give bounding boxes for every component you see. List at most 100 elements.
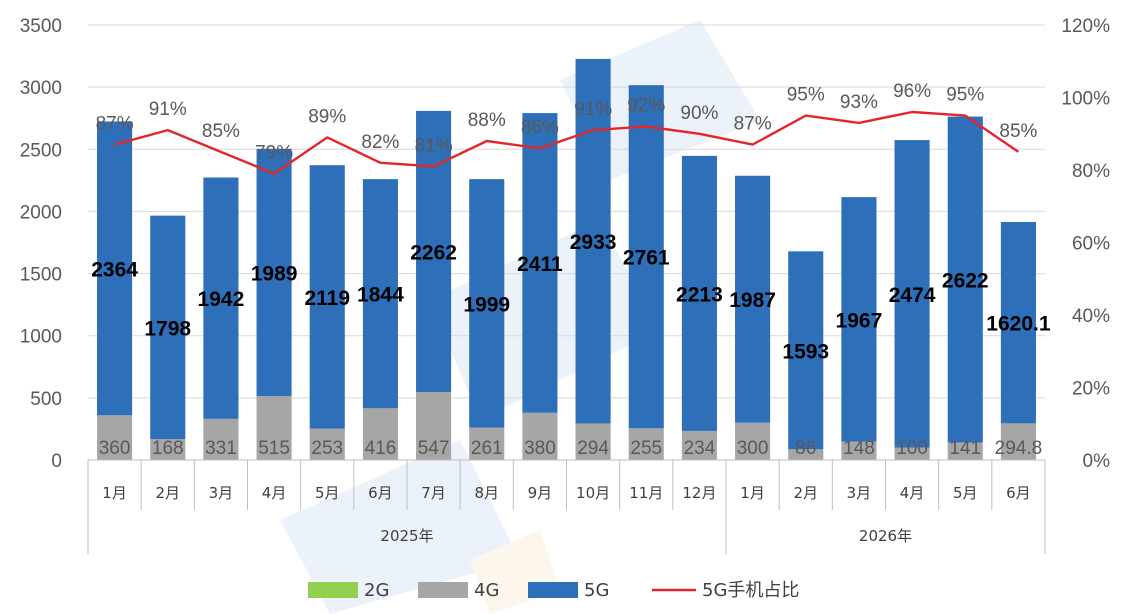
x-tick-label: 3月 — [209, 484, 234, 502]
bar-5g — [894, 140, 930, 448]
legend-swatch-2g — [308, 582, 358, 598]
data-label-4g: 141 — [949, 438, 981, 459]
data-label-pct: 79% — [255, 143, 293, 164]
data-label-4g: 547 — [418, 438, 450, 459]
x-tick-label: 11月 — [629, 484, 663, 502]
bar-4g — [203, 418, 239, 460]
x-tick-label: 3月 — [847, 484, 872, 502]
data-label-pct: 96% — [893, 81, 931, 102]
data-label-5g: 1989 — [251, 262, 298, 285]
bar-4g — [256, 395, 292, 460]
y-right-tick-label: 60% — [1072, 234, 1110, 255]
bar-5g — [469, 179, 505, 428]
data-label-5g: 1942 — [198, 288, 245, 311]
legend-label: 5G手机占比 — [702, 580, 799, 601]
bar-5g — [150, 215, 186, 440]
legend-label: 5G — [584, 580, 609, 601]
x-tick-label: 4月 — [900, 484, 925, 502]
y-right-tick-label: 100% — [1061, 89, 1110, 110]
data-label-pct: 91% — [149, 99, 187, 120]
bar-5g — [362, 179, 398, 409]
data-label-5g: 2622 — [942, 270, 989, 293]
bar-5g — [735, 175, 771, 423]
bar-4g — [628, 428, 664, 460]
data-label-4g: 294 — [577, 438, 609, 459]
data-label-4g: 416 — [365, 438, 397, 459]
x-tick-label: 12月 — [682, 484, 716, 502]
bar-4g — [947, 442, 983, 460]
bar-4g — [416, 392, 452, 460]
x-tick-label: 10月 — [576, 484, 610, 502]
data-label-5g: 1844 — [357, 284, 404, 307]
data-label-4g: 515 — [258, 438, 290, 459]
y-axis-right: 0% 20% 40% 60% 80% 100% 120% — [1061, 16, 1110, 472]
x-tick-label: 2月 — [793, 484, 818, 502]
line-5g-share — [114, 110, 1020, 175]
data-label-5g: 2262 — [410, 241, 457, 264]
line-series — [114, 110, 1020, 175]
bar-4g — [894, 447, 930, 460]
y-left-tick-label: 3000 — [20, 78, 62, 99]
data-labels: 2364 360 87% 1798 168 91% 1942 331 85% 1989 515 79%… — [91, 81, 1051, 459]
bar-4g — [735, 422, 771, 460]
data-label-4g: 168 — [152, 438, 184, 459]
bar-4g — [1000, 423, 1036, 460]
data-label-pct: 87% — [96, 114, 134, 135]
data-label-5g: 2119 — [304, 287, 350, 310]
y-right-tick-label: 80% — [1072, 161, 1110, 182]
data-label-pct: 85% — [999, 121, 1037, 142]
x-tick-label: 9月 — [528, 484, 553, 502]
bar-5g — [841, 197, 877, 442]
x-tick-label: 6月 — [368, 484, 393, 502]
bar-5g — [947, 116, 983, 443]
data-label-4g: 255 — [630, 438, 662, 459]
y-left-tick-label: 1000 — [20, 327, 62, 348]
y-left-tick-label: 500 — [30, 389, 62, 410]
x-group-label: 2025年 — [380, 527, 433, 545]
bar-4g — [309, 428, 345, 460]
data-label-4g: 300 — [737, 438, 769, 459]
data-label-5g: 2474 — [889, 284, 936, 307]
x-group-label: 2026年 — [859, 527, 912, 545]
bar-5g — [97, 121, 133, 416]
data-label-pct: 85% — [202, 121, 240, 142]
data-label-pct: 90% — [680, 103, 718, 124]
bar-5g — [788, 251, 824, 450]
x-tick-label: 4月 — [262, 484, 287, 502]
data-label-5g: 1620.1 — [986, 313, 1051, 336]
data-label-pct: 81% — [415, 135, 453, 156]
bar-5g — [522, 113, 558, 413]
data-label-4g: 234 — [684, 438, 716, 459]
x-tick-label: 1月 — [102, 484, 127, 502]
y-right-tick-label: 0% — [1083, 451, 1111, 472]
bar-5g — [203, 177, 239, 419]
data-label-pct: 92% — [627, 96, 665, 117]
data-label-5g: 2761 — [623, 247, 670, 270]
data-label-5g: 1967 — [836, 309, 883, 332]
y-left-tick-label: 0 — [51, 451, 62, 472]
x-tick-label: 1月 — [740, 484, 765, 502]
y-right-tick-label: 120% — [1061, 16, 1110, 37]
data-label-4g: 360 — [99, 438, 131, 459]
x-tick-label: 2月 — [155, 484, 180, 502]
bar-4g — [97, 415, 133, 460]
data-label-4g: 253 — [311, 438, 343, 459]
data-label-4g: 100 — [896, 438, 928, 459]
x-axis: 1月 2月 3月 4月 5月 6月 7月 8月 9月 10月 11月 12月 2025年 1月 2月 3月 4月… — [87, 459, 1046, 554]
data-label-pct: 86% — [521, 117, 559, 138]
data-label-pct: 91% — [574, 99, 612, 120]
y-right-tick-label: 20% — [1072, 379, 1110, 400]
data-label-4g: 331 — [205, 438, 237, 459]
data-label-4g: 148 — [843, 438, 875, 459]
x-tick-label: 7月 — [421, 484, 446, 502]
legend-swatch-5g — [528, 582, 578, 598]
data-label-pct: 88% — [468, 110, 506, 131]
bar-5g — [416, 110, 452, 393]
data-label-5g: 1593 — [782, 340, 829, 363]
data-label-4g: 86 — [795, 438, 816, 459]
bar-4g — [575, 423, 611, 460]
bar-5g — [1000, 222, 1036, 424]
legend: 2G 4G 5G 5G手机占比 — [308, 580, 799, 601]
y-left-tick-label: 1500 — [20, 265, 62, 286]
